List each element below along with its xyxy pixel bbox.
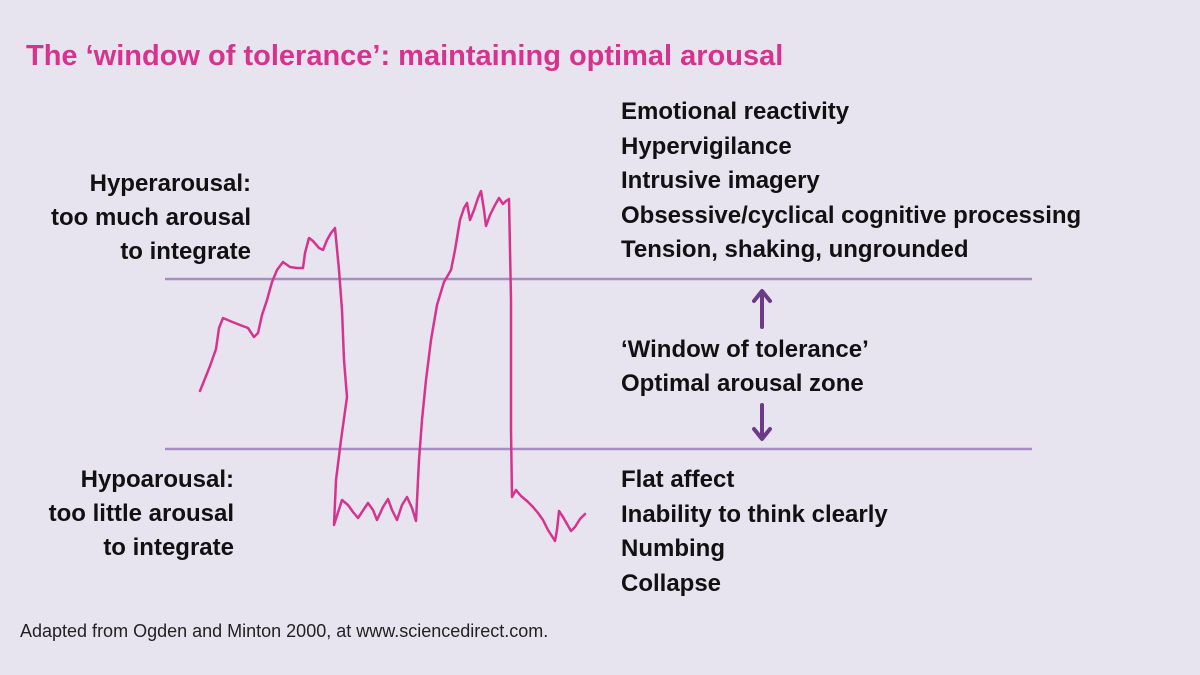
window-of-tolerance-label: ‘Window of tolerance’ Optimal arousal zo… [621, 333, 869, 401]
hypoarousal-label-line: Hypoarousal: [80, 466, 234, 493]
hyperarousal-label-line: to integrate [120, 238, 251, 265]
symptom-item: Flat affect [621, 466, 735, 493]
symptom-item: Inability to think clearly [621, 500, 888, 528]
arousal-curve [198, 189, 587, 543]
symptom-item: Collapse [621, 569, 722, 597]
symptom-item: Numbing [621, 535, 725, 562]
symptom-item: Hypervigilance [621, 132, 792, 160]
symptom-item: Emotional reactivity [621, 98, 850, 125]
hypoarousal-label-line: to integrate [103, 534, 234, 561]
hyperarousal-label-line: too much arousal [50, 204, 251, 231]
source-citation: Adapted from Ogden and Minton 2000, at w… [20, 621, 549, 641]
window-label-line: Optimal arousal zone [621, 370, 864, 397]
hyperarousal-symptoms: Emotional reactivity Hypervigilance Intr… [621, 95, 1081, 268]
hypoarousal-label-line: too little arousal [48, 500, 234, 527]
hypoarousal-symptoms: Flat affect Inability to think clearly N… [621, 463, 888, 601]
window-label-line: ‘Window of tolerance’ [621, 336, 869, 363]
diagram-title: The ‘window of tolerance’: maintaining o… [26, 40, 784, 72]
arrow-up-icon [752, 289, 772, 329]
arrow-down-icon [752, 403, 772, 441]
symptom-item: Obsessive/cyclical cognitive processing [621, 201, 1082, 229]
symptom-item: Tension, shaking, ungrounded [621, 236, 969, 263]
hyperarousal-label-line: Hyperarousal: [89, 170, 251, 197]
symptom-item: Intrusive imagery [621, 167, 820, 194]
hyperarousal-label: Hyperarousal: too much arousal to integr… [18, 167, 251, 269]
hypoarousal-label: Hypoarousal: too little arousal to integ… [18, 463, 234, 565]
